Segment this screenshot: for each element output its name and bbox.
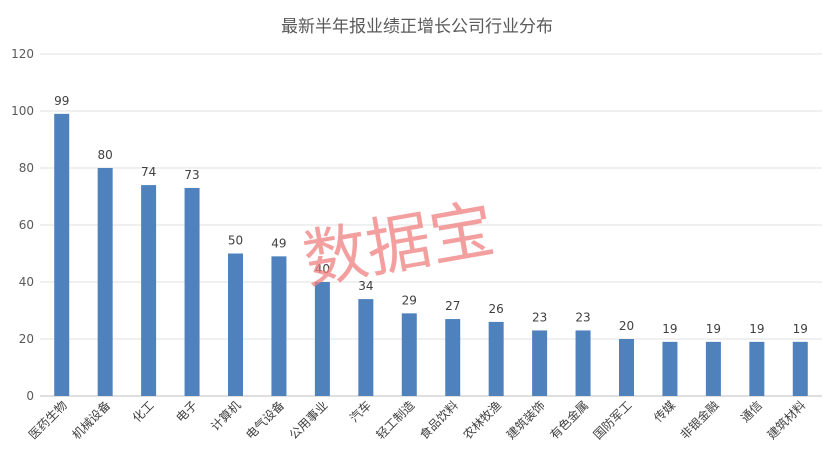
x-tick-label: 建筑材料 bbox=[764, 398, 809, 443]
data-label: 19 bbox=[793, 322, 808, 336]
bars bbox=[54, 113, 808, 396]
bar bbox=[705, 341, 721, 396]
x-tick-label: 电子 bbox=[173, 398, 200, 425]
data-label: 23 bbox=[532, 310, 547, 324]
x-tick-label: 食品饮料 bbox=[416, 398, 461, 443]
y-tick-label: 0 bbox=[26, 389, 34, 403]
x-tick-label: 通信 bbox=[738, 398, 765, 425]
y-tick-label: 40 bbox=[19, 275, 34, 289]
bar bbox=[271, 256, 287, 396]
bar bbox=[619, 339, 634, 396]
y-tick-label: 120 bbox=[11, 47, 34, 61]
watermark: 数据宝 bbox=[298, 193, 500, 299]
x-tick-label: 非银金融 bbox=[677, 398, 722, 443]
bar bbox=[662, 341, 678, 396]
bar bbox=[141, 185, 157, 396]
x-tick-label: 医药生物 bbox=[26, 398, 70, 442]
bar bbox=[184, 187, 200, 396]
y-tick-label: 80 bbox=[19, 161, 34, 175]
x-tick-label: 电气设备 bbox=[243, 398, 288, 443]
data-label: 19 bbox=[706, 322, 721, 336]
data-label: 20 bbox=[619, 319, 634, 333]
data-label: 34 bbox=[358, 279, 373, 293]
data-label: 19 bbox=[662, 322, 677, 336]
data-label: 74 bbox=[141, 165, 156, 179]
chart-title: 最新半年报业绩正增长公司行业分布 bbox=[281, 17, 553, 37]
bar bbox=[314, 282, 330, 396]
x-tick-label: 国防军工 bbox=[590, 398, 635, 443]
x-axis: 医药生物 机械设备 化工 电子 计算机 电气设备 公用事业 汽车 轻工制造 食品饮料 农林牧渔 建筑装… bbox=[26, 398, 808, 443]
bar bbox=[445, 319, 461, 396]
bar bbox=[749, 341, 765, 396]
bar bbox=[97, 168, 113, 396]
data-label: 50 bbox=[228, 234, 243, 248]
data-label: 49 bbox=[271, 236, 286, 250]
x-tick-label: 化工 bbox=[130, 398, 157, 425]
x-tick-label: 有色金属 bbox=[547, 398, 592, 443]
x-tick-label: 建筑装饰 bbox=[503, 398, 548, 443]
data-label: 29 bbox=[402, 293, 417, 307]
x-tick-label: 轻工制造 bbox=[374, 398, 418, 442]
y-tick-label: 100 bbox=[11, 104, 34, 118]
data-label: 99 bbox=[54, 94, 69, 108]
x-tick-label: 农林牧渔 bbox=[460, 398, 504, 442]
y-tick-label: 20 bbox=[19, 332, 34, 346]
bar bbox=[401, 313, 417, 396]
x-tick-label: 汽车 bbox=[346, 398, 374, 426]
data-label: 23 bbox=[575, 310, 590, 324]
x-tick-label: 公用事业 bbox=[287, 398, 331, 442]
data-label: 73 bbox=[184, 168, 199, 182]
bar bbox=[358, 299, 374, 396]
data-label: 80 bbox=[98, 148, 113, 162]
x-tick-label: 计算机 bbox=[208, 398, 244, 434]
bar bbox=[488, 321, 504, 396]
data-labels: 99 80 74 73 50 49 40 34 29 27 26 23 23 20 19 19 19 19 bbox=[54, 94, 808, 336]
data-label: 27 bbox=[445, 299, 460, 313]
data-label: 26 bbox=[489, 302, 504, 316]
bar bbox=[54, 113, 70, 396]
x-tick-label: 传媒 bbox=[650, 398, 678, 426]
x-tick-label: 机械设备 bbox=[69, 398, 114, 443]
data-label: 40 bbox=[315, 262, 330, 276]
bar bbox=[228, 253, 243, 396]
bar bbox=[575, 330, 591, 396]
gridlines bbox=[40, 53, 822, 397]
bar bbox=[792, 341, 808, 396]
bar bbox=[532, 330, 548, 396]
y-axis: 0 20 40 60 80 100 120 bbox=[11, 47, 34, 403]
data-label: 19 bbox=[749, 322, 764, 336]
y-tick-label: 60 bbox=[19, 218, 34, 232]
